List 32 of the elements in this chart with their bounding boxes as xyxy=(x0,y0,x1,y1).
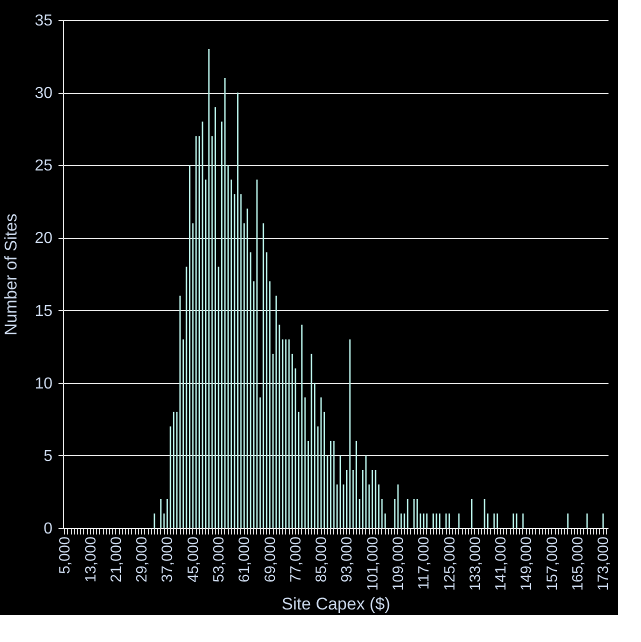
x-tick-label: 117,000 xyxy=(416,536,433,590)
x-tick-label: 141,000 xyxy=(492,536,510,591)
y-tick-label: 10 xyxy=(34,375,53,392)
y-tick-label: 0 xyxy=(44,520,53,538)
x-tick-label: 133,000 xyxy=(466,536,484,591)
y-tick-label: 15 xyxy=(34,302,53,320)
x-tick-label: 85,000 xyxy=(313,536,330,582)
x-tick-label: 61,000 xyxy=(236,536,254,582)
y-tick-label: 5 xyxy=(44,448,53,465)
x-tick-label: 5,000 xyxy=(56,536,74,574)
y-tick-label: 20 xyxy=(34,230,53,248)
x-tick-label: 157,000 xyxy=(544,536,561,591)
x-tick-label: 45,000 xyxy=(184,536,202,582)
x-tick-label: 125,000 xyxy=(441,536,458,591)
x-tick-label: 37,000 xyxy=(159,536,176,582)
x-tick-label: 53,000 xyxy=(210,536,228,582)
x-tick-label: 69,000 xyxy=(262,536,279,582)
y-tick-label: 35 xyxy=(34,12,53,30)
x-tick-label: 109,000 xyxy=(390,536,407,591)
x-tick-label: 29,000 xyxy=(134,536,151,582)
x-tick-label: 13,000 xyxy=(82,536,100,582)
x-tick-label: 93,000 xyxy=(338,536,356,582)
x-tick-label: 165,000 xyxy=(569,536,586,591)
y-tick-label: 25 xyxy=(34,158,53,175)
x-tick-label: 101,000 xyxy=(364,536,382,591)
x-tick-label: 77,000 xyxy=(287,536,304,582)
y-axis-title: Number of Sites xyxy=(2,214,21,336)
x-axis-title: Site Capex ($) xyxy=(282,594,390,614)
x-tick-label: 21,000 xyxy=(108,536,125,582)
y-tick-label: 30 xyxy=(34,85,53,102)
x-tick-label: 173,000 xyxy=(595,536,612,591)
x-tick-label: 149,000 xyxy=(518,536,536,591)
